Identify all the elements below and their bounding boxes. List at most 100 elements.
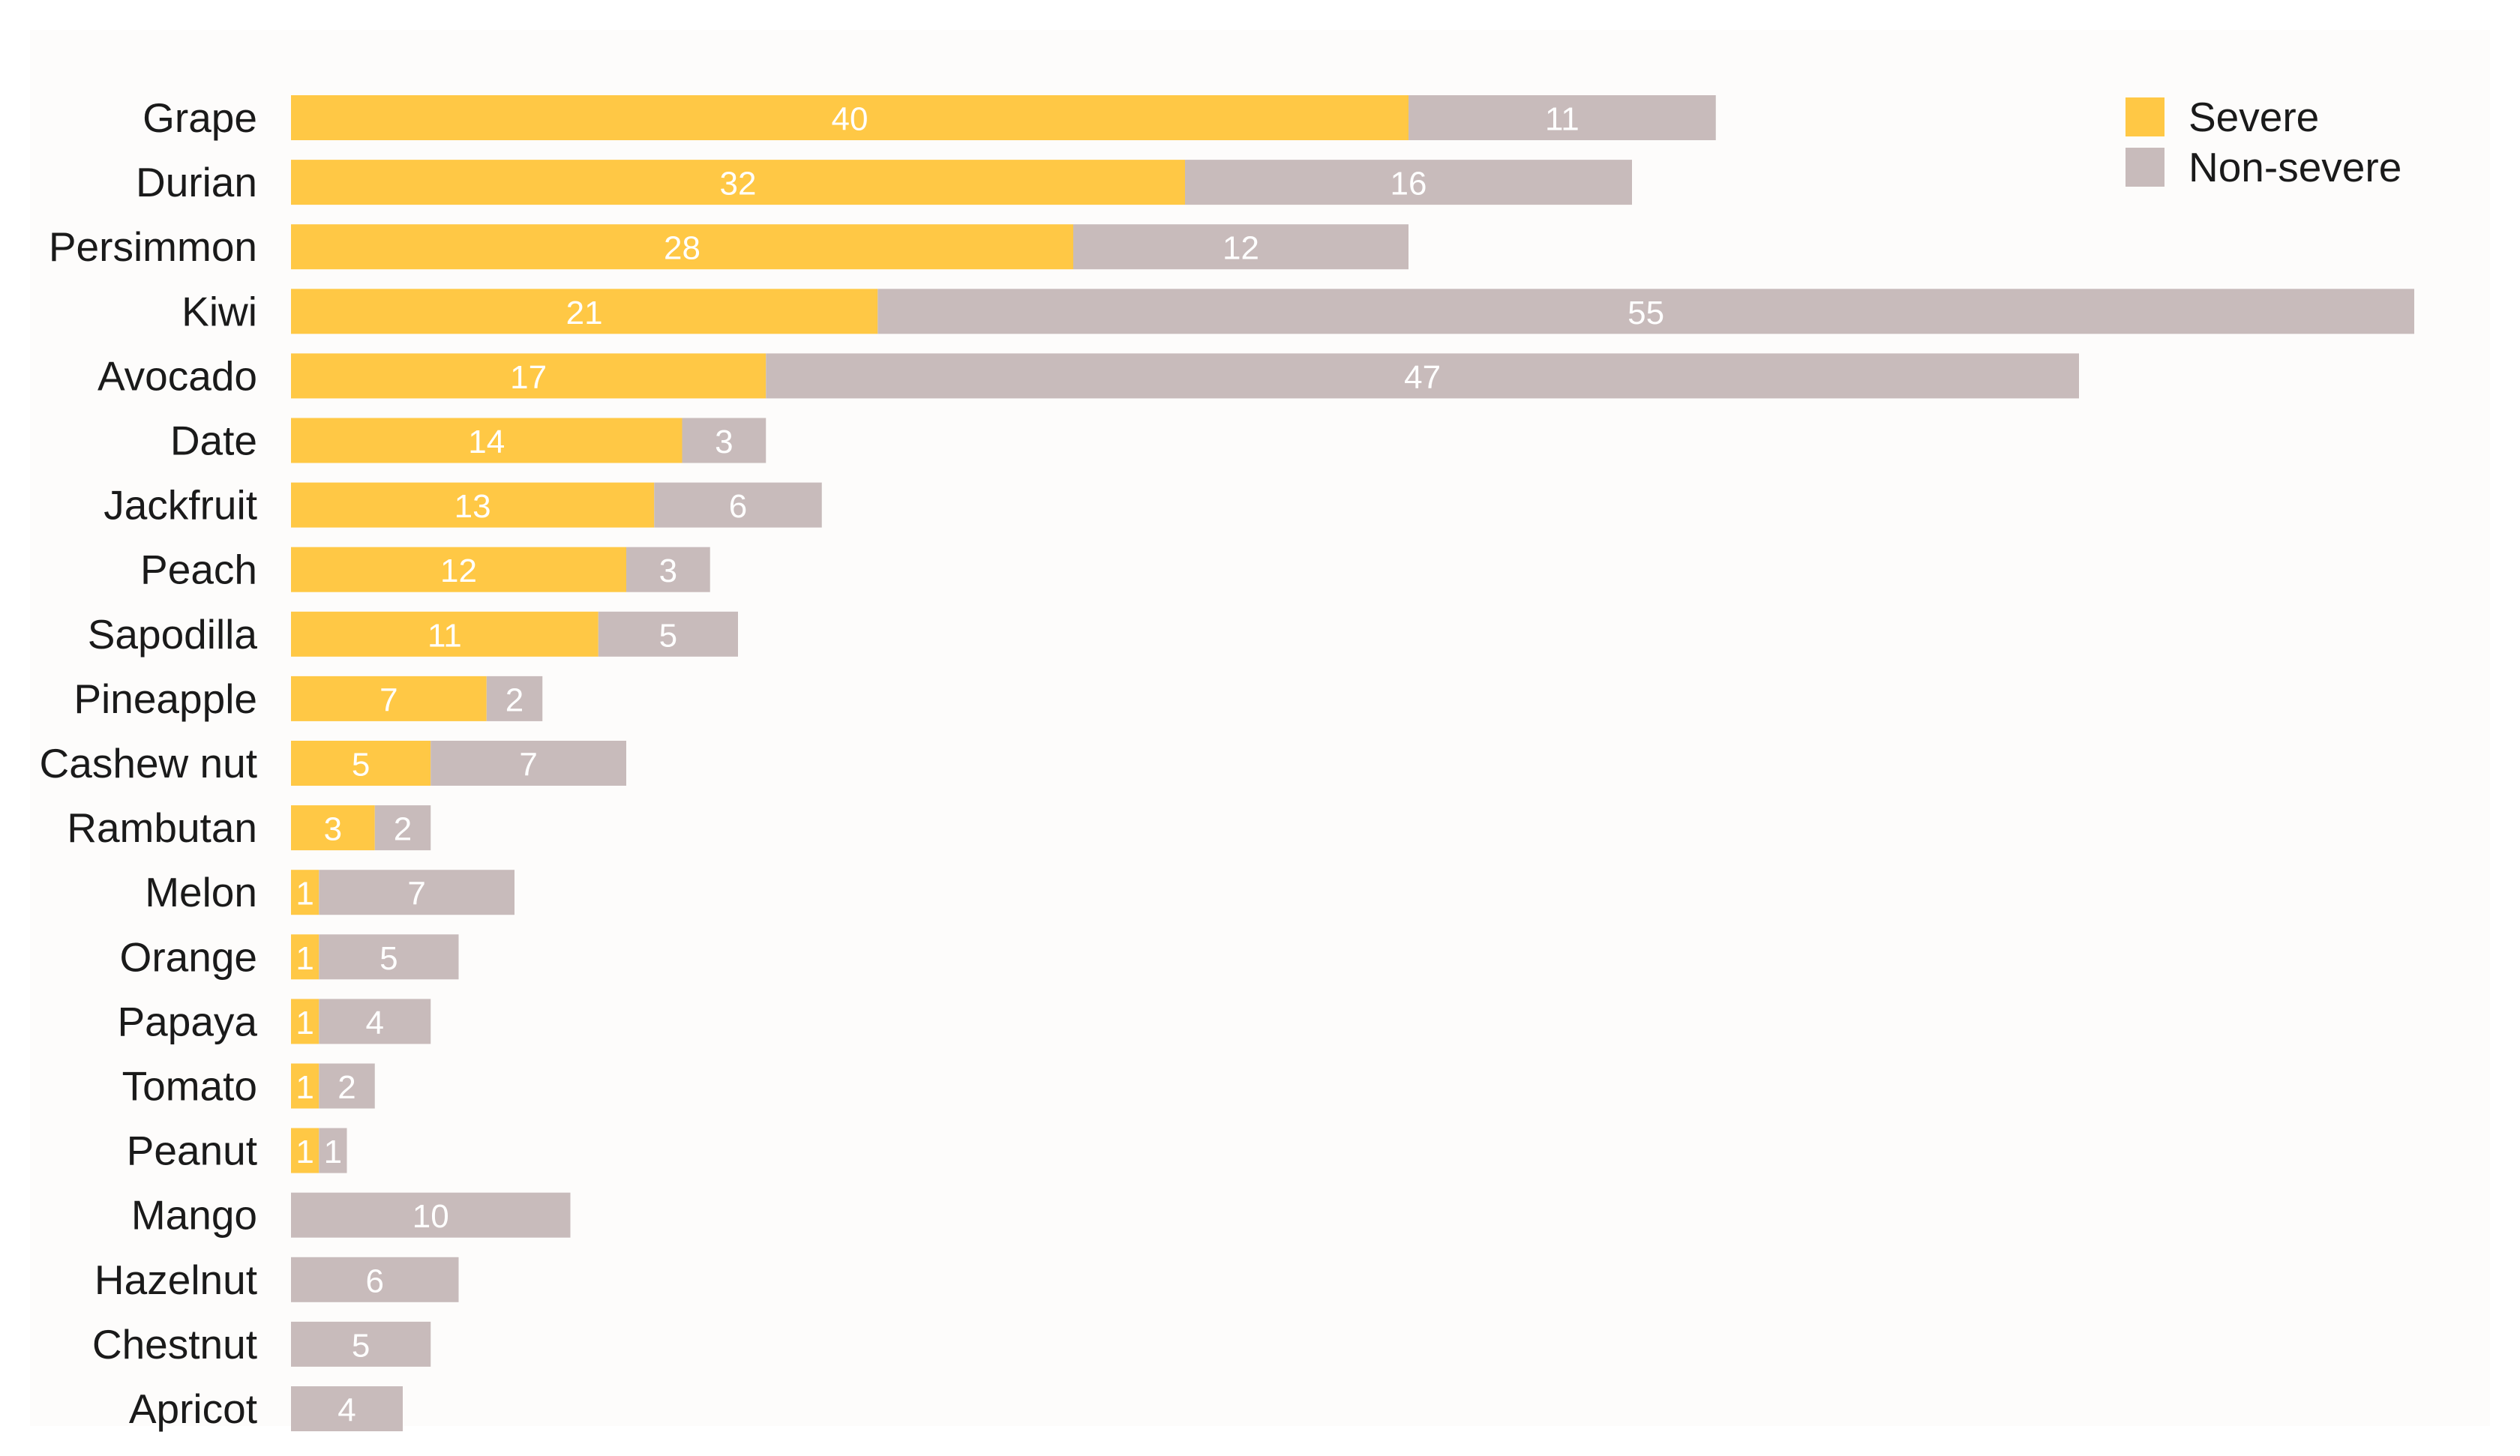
value-label-severe-pineapple: 7 [380, 682, 398, 718]
value-label-non-severe-pineapple: 2 [506, 682, 524, 718]
value-label-severe-peanut: 1 [296, 1134, 314, 1170]
value-label-non-severe-rambutan: 2 [394, 811, 412, 848]
bar-severe-papaya [291, 999, 320, 1044]
bar-non-severe-jackfruit [654, 482, 822, 528]
value-label-severe-sapodilla: 11 [428, 617, 462, 654]
bar-severe-peach [291, 547, 626, 592]
bar-severe-grape [291, 95, 1408, 140]
category-label-peanut: Peanut [127, 1128, 257, 1174]
category-labels-group: Grape Durian Persimmon Kiwi Avocado Date Jackf… [40, 94, 258, 1432]
category-label-peach: Peach [140, 547, 257, 593]
value-label-non-severe-date: 3 [715, 424, 733, 460]
category-label-grape: Grape [142, 94, 257, 141]
value-label-non-severe-durian: 16 [1390, 166, 1427, 202]
value-label-non-severe-persimmon: 12 [1222, 230, 1259, 267]
category-label-pineapple: Pineapple [74, 676, 257, 722]
value-label-non-severe-cashew-nut: 7 [519, 747, 537, 783]
bar-non-severe-chestnut [291, 1321, 431, 1367]
legend-label-non-severe: Non-severe [2188, 144, 2402, 190]
category-label-persimmon: Persimmon [49, 223, 257, 270]
value-label-severe-melon: 1 [296, 876, 314, 912]
value-label-severe-date: 14 [468, 424, 505, 460]
bar-non-severe-kiwi [878, 289, 2414, 334]
category-label-hazelnut: Hazelnut [94, 1257, 257, 1303]
bar-non-severe-apricot [291, 1386, 403, 1431]
bar-severe-persimmon [291, 224, 1073, 270]
category-label-mango: Mango [131, 1192, 257, 1239]
value-label-non-severe-papaya: 4 [366, 1005, 384, 1041]
value-label-severe-orange: 1 [296, 940, 314, 977]
value-label-non-severe-peanut: 1 [324, 1134, 342, 1170]
value-label-severe-persimmon: 28 [664, 230, 700, 267]
bar-non-severe-peanut [319, 1128, 347, 1173]
category-label-chestnut: Chestnut [92, 1321, 257, 1368]
value-label-non-severe-hazelnut: 6 [366, 1263, 384, 1299]
category-label-date: Date [170, 418, 257, 464]
value-label-severe-tomato: 1 [296, 1069, 314, 1106]
value-label-non-severe-jackfruit: 6 [729, 488, 747, 525]
bar-non-severe-cashew-nut [430, 741, 626, 786]
bar-non-severe-rambutan [374, 805, 431, 851]
category-label-jackfruit: Jackfruit [104, 482, 257, 529]
value-label-non-severe-chestnut: 5 [352, 1327, 370, 1364]
bar-severe-avocado [291, 353, 766, 399]
value-label-severe-papaya: 1 [296, 1005, 314, 1041]
bar-non-severe-mango [291, 1192, 571, 1238]
value-label-non-severe-kiwi: 55 [1628, 295, 1664, 331]
category-label-papaya: Papaya [117, 998, 257, 1044]
category-label-rambutan: Rambutan [67, 804, 257, 851]
bar-non-severe-date [682, 418, 766, 463]
value-label-non-severe-orange: 5 [380, 940, 398, 977]
bar-non-severe-peach [626, 547, 710, 592]
bar-severe-cashew-nut [291, 741, 431, 786]
bar-severe-kiwi [291, 289, 878, 334]
legend-label-severe: Severe [2188, 94, 2319, 140]
legend-swatch-severe [2126, 97, 2164, 136]
value-label-non-severe-apricot: 4 [338, 1392, 356, 1429]
bar-non-severe-grape [1408, 95, 1716, 140]
bar-severe-orange [291, 934, 320, 980]
value-label-non-severe-tomato: 2 [338, 1069, 356, 1106]
value-label-non-severe-melon: 7 [407, 876, 425, 912]
value-label-severe-kiwi: 21 [566, 295, 603, 331]
category-label-tomato: Tomato [122, 1063, 257, 1110]
category-label-orange: Orange [120, 933, 257, 980]
bar-non-severe-pineapple [486, 676, 543, 721]
bar-non-severe-papaya [319, 999, 431, 1044]
bar-severe-date [291, 418, 682, 463]
category-label-avocado: Avocado [98, 352, 257, 399]
value-label-severe-durian: 32 [720, 166, 757, 202]
value-label-non-severe-sapodilla: 5 [659, 617, 677, 654]
bar-severe-rambutan [291, 805, 375, 851]
value-label-severe-peach: 12 [440, 553, 477, 589]
category-label-apricot: Apricot [129, 1386, 257, 1432]
bar-severe-durian [291, 160, 1185, 205]
value-label-non-severe-peach: 3 [659, 553, 677, 589]
bar-non-severe-tomato [319, 1063, 375, 1109]
value-label-non-severe-avocado: 47 [1404, 359, 1441, 396]
value-label-non-severe-mango: 10 [412, 1198, 449, 1235]
bar-non-severe-orange [319, 934, 459, 980]
value-label-severe-grape: 40 [832, 101, 868, 138]
value-label-severe-avocado: 17 [510, 359, 547, 396]
value-label-severe-jackfruit: 13 [454, 488, 491, 525]
bar-non-severe-avocado [766, 353, 2079, 399]
bar-non-severe-persimmon [1073, 224, 1408, 270]
category-label-durian: Durian [136, 159, 257, 205]
category-label-kiwi: Kiwi [182, 288, 257, 334]
bar-severe-jackfruit [291, 482, 655, 528]
category-label-cashew-nut: Cashew nut [40, 740, 257, 786]
bar-severe-melon [291, 870, 320, 915]
bar-severe-peanut [291, 1128, 320, 1173]
value-label-severe-rambutan: 3 [324, 811, 342, 848]
bar-non-severe-durian [1185, 160, 1632, 205]
bar-severe-pineapple [291, 676, 487, 721]
value-label-non-severe-grape: 11 [1545, 101, 1580, 138]
value-label-severe-cashew-nut: 5 [352, 747, 370, 783]
legend-swatch-non-severe [2126, 148, 2164, 187]
category-label-melon: Melon [145, 869, 257, 915]
bar-severe-sapodilla [291, 611, 598, 657]
